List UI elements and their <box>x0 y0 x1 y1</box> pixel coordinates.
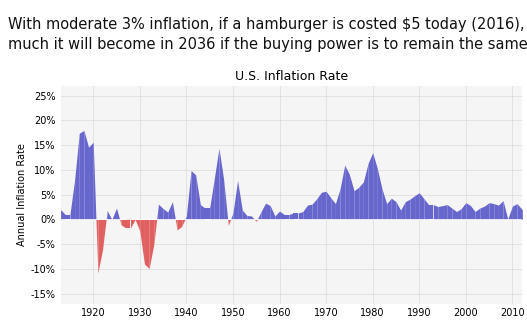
Text: With moderate 3% inflation, if a hamburger is costed $5 today (2016), how
much i: With moderate 3% inflation, if a hamburg… <box>8 17 527 52</box>
Title: U.S. Inflation Rate: U.S. Inflation Rate <box>235 70 348 83</box>
Y-axis label: Annual Inflation Rate: Annual Inflation Rate <box>16 143 26 246</box>
